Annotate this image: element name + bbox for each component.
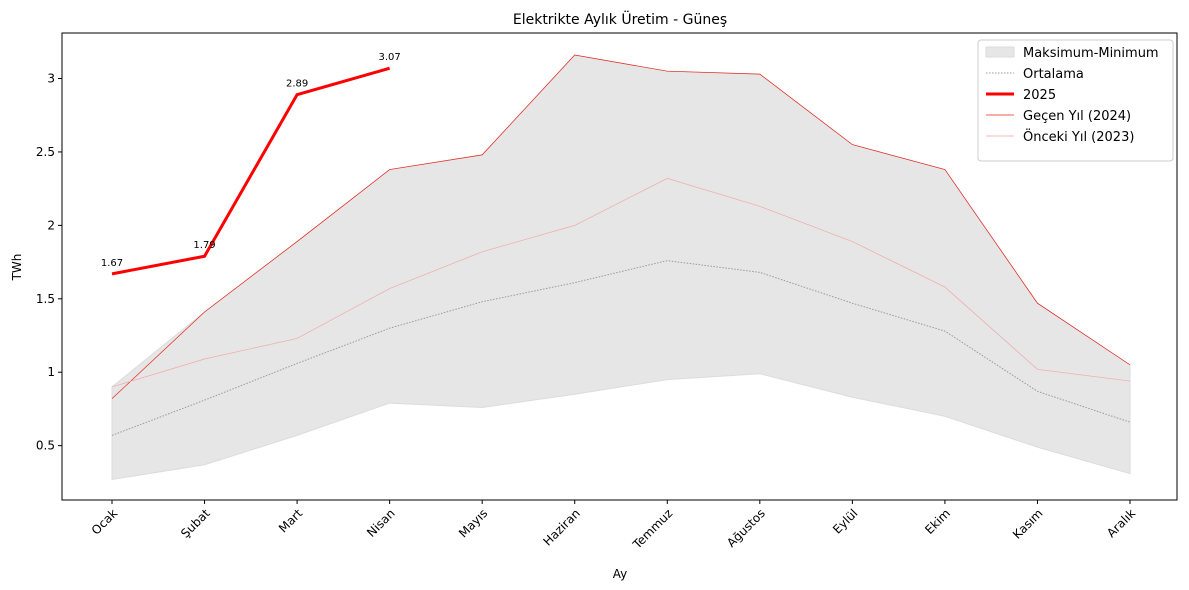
y-tick-label: 1.5 bbox=[36, 292, 55, 306]
legend-label: Önceki Yıl (2023) bbox=[1023, 128, 1134, 145]
data-label: 2.89 bbox=[286, 79, 308, 90]
y-axis-title: TWh bbox=[10, 254, 24, 282]
y-tick-label: 3 bbox=[47, 72, 55, 86]
y-tick-label: 1 bbox=[47, 365, 55, 379]
series-line bbox=[111, 66, 391, 276]
data-label: 3.07 bbox=[379, 52, 401, 63]
legend-label: Geçen Yıl (2024) bbox=[1023, 109, 1131, 124]
x-axis-title: Ay bbox=[613, 567, 628, 581]
series-line bbox=[111, 54, 1131, 399]
y-tick-label: 0.5 bbox=[36, 439, 55, 453]
legend-label: Maksimum-Minimum bbox=[1023, 46, 1159, 61]
data-label: 1.67 bbox=[101, 258, 123, 269]
plot-frame bbox=[61, 32, 1178, 501]
y-tick-label: 2 bbox=[47, 218, 55, 232]
series-line bbox=[111, 260, 1131, 436]
series-line bbox=[111, 178, 1131, 388]
legend-label: 2025 bbox=[1023, 88, 1056, 103]
y-tick-label: 2.5 bbox=[36, 145, 55, 159]
chart-title: Elektrikte Aylık Üretim - Güneş bbox=[513, 10, 727, 28]
legend-box bbox=[977, 39, 1174, 162]
legend-label: Ortalama bbox=[1023, 67, 1084, 82]
data-label: 1.79 bbox=[193, 240, 215, 251]
legend-swatch bbox=[985, 46, 1015, 58]
